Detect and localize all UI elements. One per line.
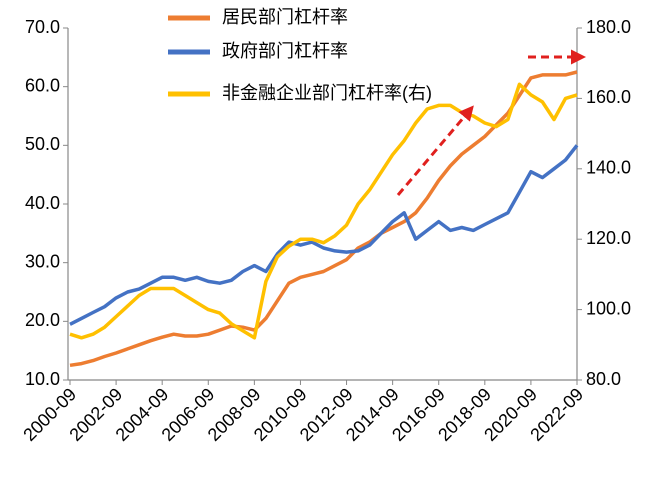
series-line bbox=[69, 144, 579, 326]
y-tick-label: 20.0 bbox=[25, 310, 60, 330]
series-line bbox=[69, 70, 578, 368]
y-tick-label: 40.0 bbox=[25, 193, 60, 213]
y-tick-label: 30.0 bbox=[25, 251, 60, 271]
legend-label: 政府部门杠杆率 bbox=[222, 41, 348, 61]
series-line bbox=[69, 82, 578, 340]
y2-tick-label: 100.0 bbox=[586, 298, 631, 318]
y-tick-label: 10.0 bbox=[25, 369, 60, 389]
y-tick-label: 50.0 bbox=[25, 134, 60, 154]
legend-label: 居民部门杠杆率 bbox=[222, 7, 348, 27]
y2-tick-label: 120.0 bbox=[586, 228, 631, 248]
y2-tick-label: 140.0 bbox=[586, 158, 631, 178]
y-tick-label: 70.0 bbox=[25, 17, 60, 37]
y2-tick-label: 80.0 bbox=[586, 369, 621, 389]
y-tick-label: 60.0 bbox=[25, 75, 60, 95]
y2-tick-label: 180.0 bbox=[586, 17, 631, 37]
legend-label: 非金融企业部门杠杆率(右) bbox=[222, 83, 432, 103]
trend-arrow bbox=[396, 105, 474, 196]
y2-tick-label: 160.0 bbox=[586, 87, 631, 107]
